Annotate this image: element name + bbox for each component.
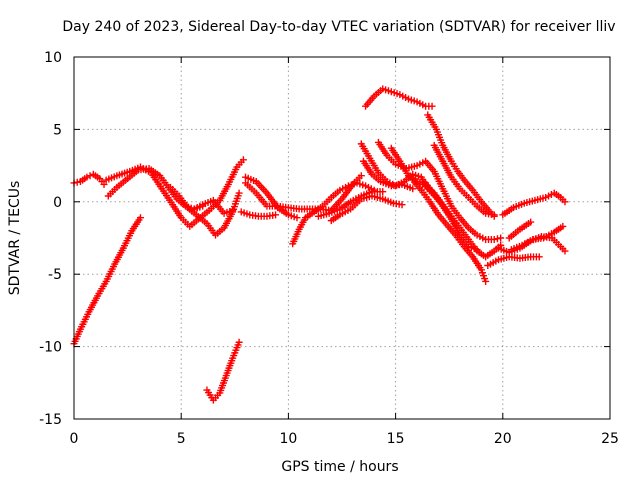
series-s10	[242, 173, 301, 222]
data-point-marker	[409, 185, 417, 193]
series-s8	[203, 338, 243, 404]
x-tick-label: 20	[494, 431, 512, 447]
data-point-marker	[473, 246, 481, 254]
x-tick-label: 0	[70, 431, 79, 447]
series-s22	[430, 141, 498, 219]
y-tick-label: -10	[39, 340, 62, 356]
data-point-marker	[493, 235, 501, 243]
data-point-marker	[527, 218, 535, 226]
y-tick-label: 5	[53, 122, 62, 138]
data-markers	[70, 85, 569, 404]
data-point-marker	[83, 173, 91, 181]
data-point-marker	[561, 247, 569, 255]
x-tick-label: 15	[387, 431, 405, 447]
series-s23	[484, 253, 543, 270]
y-axis-label: SDTVAR / TECUs	[7, 181, 23, 296]
data-point-marker	[497, 234, 505, 242]
series-s1	[70, 170, 108, 188]
data-point-marker	[357, 172, 365, 180]
data-point-marker	[272, 211, 280, 219]
data-point-marker	[235, 338, 243, 346]
chart-title: Day 240 of 2023, Sidereal Day-to-day VTE…	[62, 19, 615, 35]
x-tick-label: 25	[601, 431, 619, 447]
series-s9	[242, 172, 365, 214]
data-point-marker	[239, 156, 247, 164]
x-tick-labels: 0 5 10 15 20 25	[70, 431, 619, 447]
series-s13	[327, 192, 406, 225]
data-point-marker	[428, 102, 436, 110]
data-point-marker	[235, 189, 243, 197]
data-point-marker	[229, 206, 237, 214]
data-point-marker	[398, 201, 406, 209]
data-point-marker	[73, 178, 81, 186]
data-point-marker	[482, 277, 490, 285]
data-point-marker	[100, 180, 108, 188]
y-tick-label: 10	[44, 50, 62, 66]
data-point-marker	[561, 198, 569, 206]
series-s20	[422, 179, 481, 254]
y-tick-labels: -15 -10 -5 0 5 10	[39, 50, 62, 428]
series-s16	[362, 85, 436, 110]
series-s27	[495, 233, 569, 256]
series-s6	[237, 208, 280, 220]
axis-ticks	[73, 56, 611, 420]
data-point-marker	[490, 211, 498, 219]
series-s19	[409, 176, 490, 285]
data-point-marker	[293, 214, 301, 222]
series-s24	[499, 189, 569, 219]
data-point-marker	[136, 214, 144, 222]
series-s25	[505, 218, 535, 242]
y-tick-label: 0	[53, 195, 62, 211]
y-tick-label: -15	[39, 412, 62, 428]
x-tick-label: 5	[177, 431, 186, 447]
series-s2	[70, 214, 144, 348]
series-s7	[188, 196, 237, 217]
x-axis-label: GPS time / hours	[281, 459, 398, 475]
series-s4	[102, 156, 247, 230]
data-point-marker	[379, 188, 387, 196]
series-s21	[424, 111, 498, 220]
y-tick-label: -5	[48, 267, 62, 283]
data-point-marker	[535, 253, 543, 261]
data-point-marker	[490, 235, 498, 243]
series-s5	[166, 183, 243, 239]
data-point-marker	[559, 222, 567, 230]
x-tick-label: 10	[279, 431, 297, 447]
plot-frame	[73, 56, 611, 420]
series-s11	[289, 179, 378, 248]
